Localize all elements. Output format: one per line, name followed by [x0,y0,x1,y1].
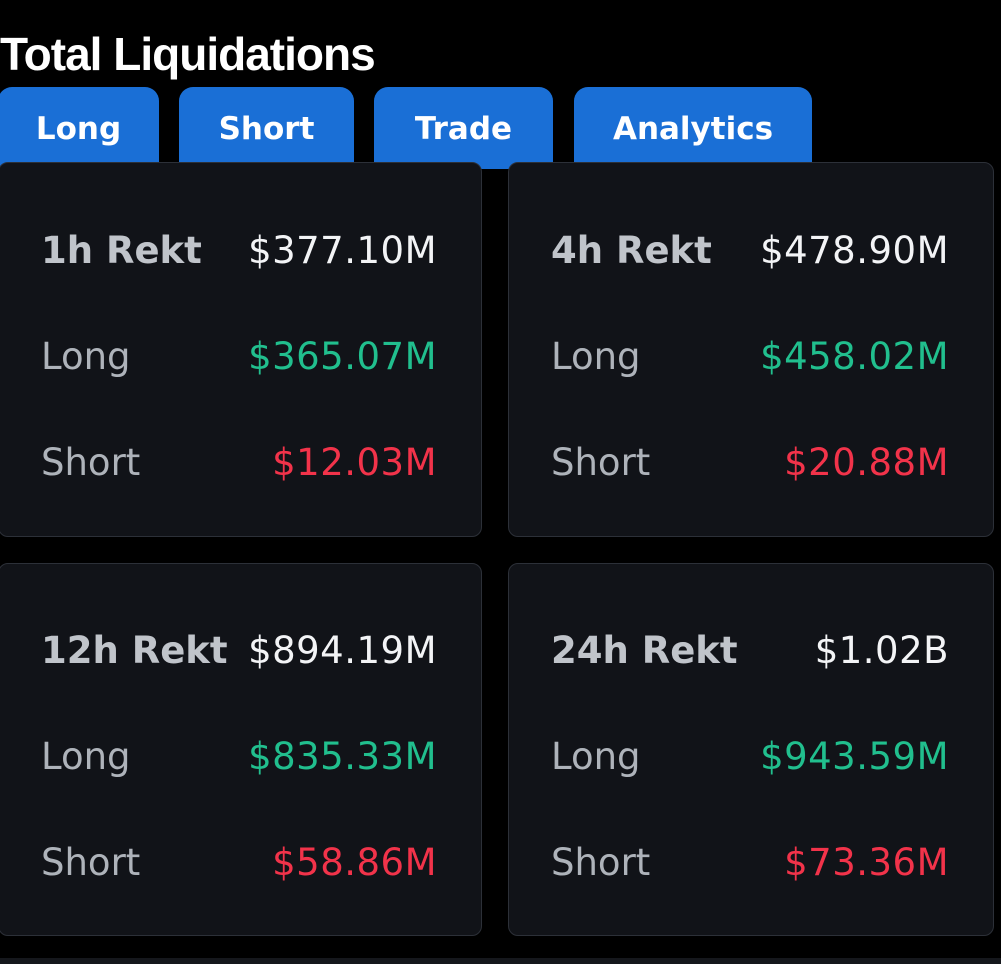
tab-long[interactable]: Long [0,87,159,169]
long-row: Long $365.07M [41,331,437,381]
liquidation-card-24h: 24h Rekt $1.02B Long $943.59M Short $73.… [508,563,994,936]
period-label: 4h Rekt [551,228,712,272]
total-value: $894.19M [248,628,437,672]
period-label: 24h Rekt [551,628,738,672]
short-label: Short [551,840,651,884]
total-row: 1h Rekt $377.10M [41,225,437,275]
total-row: 12h Rekt $894.19M [41,625,437,675]
short-label: Short [41,840,141,884]
long-label: Long [551,734,641,778]
total-row: 4h Rekt $478.90M [551,225,949,275]
short-row: Short $73.36M [551,837,949,887]
long-value: $365.07M [248,334,437,378]
long-value: $835.33M [248,734,437,778]
long-label: Long [41,734,131,778]
short-row: Short $12.03M [41,437,437,487]
long-label: Long [551,334,641,378]
period-label: 12h Rekt [41,628,228,672]
long-row: Long $943.59M [551,731,949,781]
short-value: $73.36M [784,840,949,884]
short-label: Short [41,440,141,484]
tab-short[interactable]: Short [179,87,354,169]
total-value: $377.10M [248,228,437,272]
long-label: Long [41,334,131,378]
liquidation-card-12h: 12h Rekt $894.19M Long $835.33M Short $5… [0,563,482,936]
tab-trade[interactable]: Trade [374,87,553,169]
short-value: $12.03M [272,440,437,484]
total-value: $1.02B [814,628,949,672]
short-value: $20.88M [784,440,949,484]
liquidation-card-1h: 1h Rekt $377.10M Long $365.07M Short $12… [0,162,482,537]
long-row: Long $458.02M [551,331,949,381]
total-value: $478.90M [760,228,949,272]
short-row: Short $20.88M [551,437,949,487]
short-row: Short $58.86M [41,837,437,887]
long-row: Long $835.33M [41,731,437,781]
short-value: $58.86M [272,840,437,884]
short-label: Short [551,440,651,484]
long-value: $943.59M [760,734,949,778]
liquidation-card-4h: 4h Rekt $478.90M Long $458.02M Short $20… [508,162,994,537]
period-label: 1h Rekt [41,228,202,272]
total-row: 24h Rekt $1.02B [551,625,949,675]
long-value: $458.02M [760,334,949,378]
page-title: Total Liquidations [0,28,376,80]
bottom-divider [0,958,1001,964]
tab-analytics[interactable]: Analytics [574,87,812,169]
